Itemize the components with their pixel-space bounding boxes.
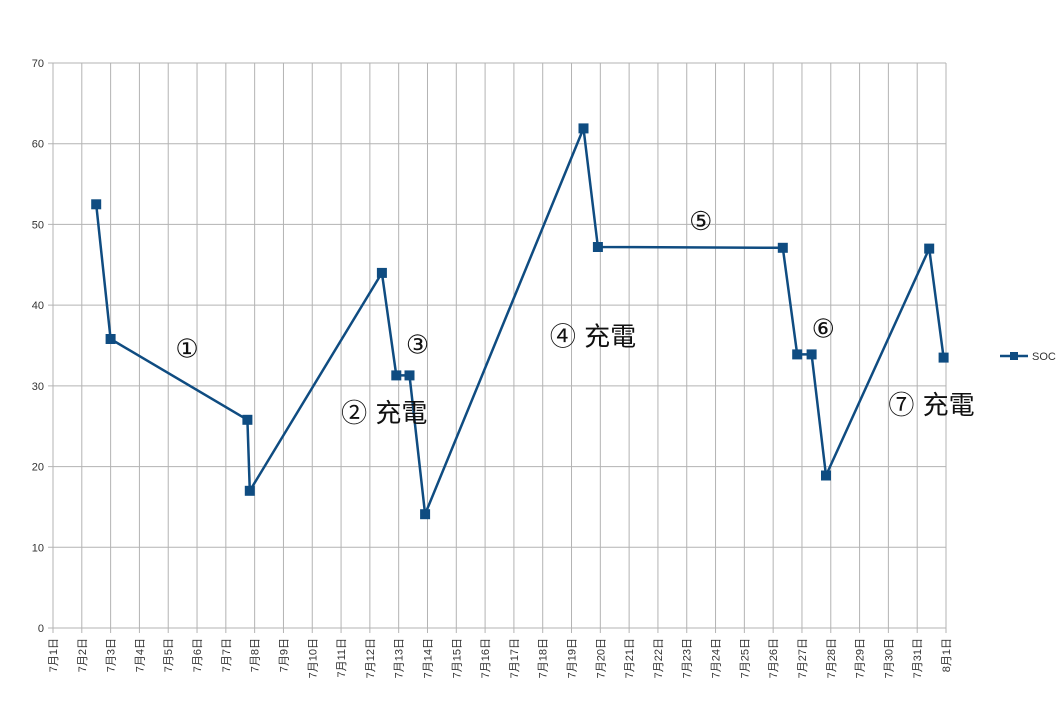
x-tick-label: 7月31日 — [912, 638, 924, 678]
x-tick-label: 7月12日 — [365, 638, 377, 678]
data-point — [404, 370, 415, 381]
x-tick-label: 7月18日 — [538, 638, 550, 678]
annotation-label: ⑥ — [812, 314, 835, 344]
annotation-label: ② 充電 — [341, 399, 427, 429]
data-point — [244, 485, 255, 496]
y-tick-label: 70 — [32, 58, 44, 70]
series-line-soc — [94, 127, 945, 516]
legend: SOC — [1000, 351, 1056, 363]
annotation-layer: ① ② 充電 ③ ④ 充電 ⑤ ⑥ ⑦ 充電 — [175, 207, 974, 429]
x-tick-label: 8月1日 — [941, 638, 953, 672]
y-tick-label: 20 — [32, 462, 44, 474]
annotation-label: ③ — [406, 331, 429, 361]
grid-layer — [48, 62, 947, 633]
x-tick-label: 7月29日 — [855, 638, 867, 678]
x-tick-label: 7月13日 — [394, 638, 406, 678]
annotation-label: ⑦ 充電 — [888, 391, 974, 421]
annotation-label: ⑤ — [689, 207, 712, 237]
x-tick-label: 7月24日 — [711, 638, 723, 678]
data-point — [391, 370, 402, 381]
x-tick-label: 7月17日 — [509, 638, 521, 678]
y-tick-label: 0 — [38, 623, 44, 635]
x-tick-label: 7月22日 — [653, 638, 665, 678]
x-tick-label: 7月3日 — [106, 638, 118, 672]
x-tick-label: 7月14日 — [422, 638, 434, 678]
legend-label: SOC — [1032, 351, 1056, 363]
x-tick-label: 7月20日 — [595, 638, 607, 678]
axis-layer: 0 10 20 30 40 50 60 70 7月1日 7月2日 7月3日 7月4日 7月5日 7月6日 7… — [32, 58, 953, 678]
x-tick-label: 7月15日 — [451, 638, 463, 678]
x-tick-label: 7月16日 — [480, 638, 492, 678]
data-point — [578, 123, 589, 134]
annotation-label: ④ 充電 — [550, 323, 636, 353]
data-point — [924, 243, 935, 254]
x-tick-label: 7月23日 — [682, 638, 694, 678]
x-tick-label: 7月5日 — [163, 638, 175, 672]
legend-marker — [1010, 352, 1018, 360]
data-point — [91, 199, 102, 210]
series-layer — [91, 123, 949, 520]
x-tick-label: 7月25日 — [739, 638, 751, 678]
x-tick-label: 7月27日 — [797, 638, 809, 678]
data-point — [938, 352, 949, 363]
x-tick-label: 7月7日 — [221, 638, 233, 672]
x-tick-label: 7月30日 — [883, 638, 895, 678]
x-tick-label: 7月28日 — [826, 638, 838, 678]
x-tick-label: 7月21日 — [624, 638, 636, 678]
x-tick-label: 7月2日 — [77, 638, 89, 672]
data-point — [792, 349, 803, 360]
annotation-label: ① — [175, 335, 198, 365]
data-point — [420, 509, 431, 520]
data-point — [376, 267, 387, 278]
x-tick-label: 7月10日 — [307, 638, 319, 678]
x-tick-label: 7月6日 — [192, 638, 204, 672]
x-tick-label: 7月8日 — [250, 638, 262, 672]
x-tick-label: 7月1日 — [48, 638, 60, 672]
data-point — [592, 242, 603, 252]
x-tick-label: 7月26日 — [768, 638, 780, 678]
data-point — [777, 242, 788, 253]
y-tick-label: 40 — [32, 300, 44, 312]
y-tick-label: 30 — [32, 381, 44, 393]
x-tick-label: 7月11日 — [336, 638, 348, 678]
x-tick-label: 7月4日 — [134, 638, 146, 672]
data-point — [806, 349, 817, 360]
data-point — [105, 334, 116, 344]
x-tick-label: 7月9日 — [278, 638, 290, 672]
y-tick-label: 10 — [32, 542, 44, 554]
data-point — [242, 414, 253, 425]
y-tick-label: 50 — [32, 219, 44, 231]
x-tick-label: 7月19日 — [567, 638, 579, 678]
data-point — [821, 470, 831, 481]
y-tick-label: 60 — [32, 139, 44, 151]
